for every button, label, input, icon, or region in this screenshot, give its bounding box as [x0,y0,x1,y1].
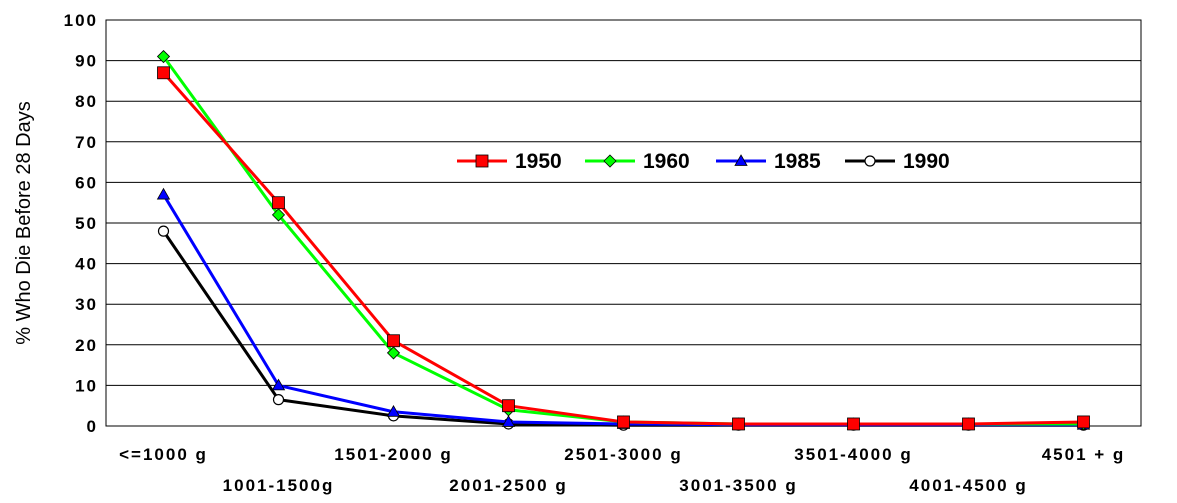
data-point-1950 [732,417,745,431]
series-1950 [157,66,1090,431]
data-point-1990 [157,225,170,237]
x-tick-label: 1001-1500g [223,476,335,495]
data-point-1985 [501,415,516,427]
legend-item-1960: 1960 [585,150,690,173]
legend-label: 1985 [774,150,821,173]
y-tick-label: 40 [75,255,98,274]
x-tick-label: 4001-4500 g [909,476,1027,495]
data-point-1950 [1077,415,1090,429]
legend-item-1990: 1990 [845,150,950,173]
y-axis-tick-labels: 0 10 20 30 40 50 60 70 80 90 100 [64,11,98,436]
series-1960 [156,49,1091,431]
x-tick-label: 3001-3500 g [679,476,797,495]
legend-marker [475,154,489,168]
x-tick-label: 4501 + g [1042,445,1126,464]
series-line-1990 [162,230,1084,427]
y-tick-label: 50 [75,214,98,233]
data-point-1950 [272,196,285,210]
x-tick-label: 2001-2500 g [449,476,567,495]
y-tick-label: 90 [75,52,98,71]
data-point-1985 [271,378,286,391]
series-1990 [157,225,1090,431]
data-point-1950 [157,66,170,80]
y-tick-label: 0 [87,417,98,436]
x-tick-label: 1501-2000 g [334,445,452,464]
series-line-1950 [162,71,1084,426]
series-layer [156,49,1091,431]
y-axis-label: % Who Die Before 28 Days [13,101,35,344]
legend-marker [603,154,617,168]
data-point-1960 [386,346,401,360]
x-tick-label: 2501-3000 g [564,445,682,464]
legend-item-1985: 1985 [716,150,821,173]
data-point-1950 [962,417,975,431]
data-point-1950 [502,399,515,413]
legend: 1950 1960 1985 1990 [457,150,950,173]
series-line-1960 [162,55,1084,426]
y-tick-label: 10 [75,376,98,395]
legend-label: 1960 [643,150,690,173]
data-point-1985 [386,404,401,417]
legend-label: 1990 [903,150,950,173]
legend-marker [864,155,876,167]
y-tick-label: 60 [75,173,98,192]
data-point-1985 [156,187,171,200]
y-tick-label: 30 [75,295,98,314]
y-tick-label: 20 [75,336,98,355]
data-point-1950 [387,334,400,348]
y-tick-label: 70 [75,133,98,152]
data-point-1960 [271,208,286,222]
y-tick-label: 100 [64,11,98,30]
x-axis-tick-labels: <=1000 g 1001-1500g 1501-2000 g 2001-2500 g… [119,445,1126,495]
data-point-1950 [847,417,860,431]
data-point-1960 [156,49,171,64]
data-point-1990 [272,394,285,406]
x-tick-label: <=1000 g [119,445,208,464]
y-tick-label: 80 [75,92,98,111]
legend-marker [734,154,748,166]
legend-label: 1950 [515,150,562,173]
data-point-1950 [617,415,630,429]
x-tick-label: 3501-4000 g [794,445,912,464]
legend-item-1950: 1950 [457,150,562,173]
grid-lines [106,60,1141,386]
